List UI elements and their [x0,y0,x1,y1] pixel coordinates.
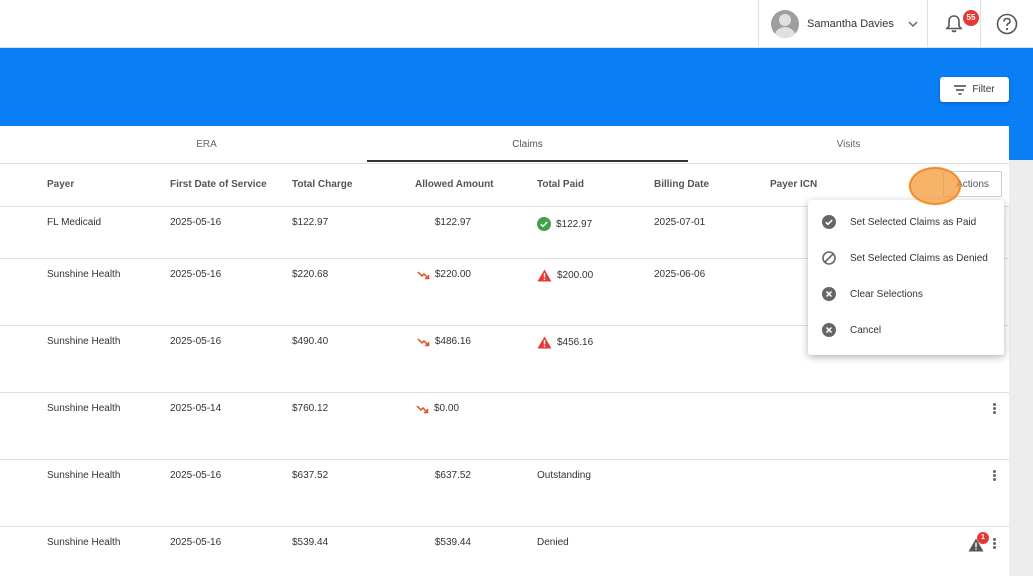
trending-down-icon [416,404,429,413]
notifications-button[interactable]: 55 [929,0,981,48]
tab-claims-label: Claims [512,139,543,150]
cell-payer: Sunshine Health [47,470,121,481]
active-tab-indicator [367,160,688,162]
cell-payer: FL Medicaid [47,217,102,228]
tab-claims[interactable]: Claims [367,126,688,163]
check-circle-icon [822,215,836,229]
cell-total-charge: $490.40 [292,336,329,347]
cell-first-date: 2025-05-16 [170,470,222,481]
cell-total-charge: $760.12 [292,403,329,414]
filter-icon [954,84,967,95]
table-row[interactable]: FL Medicaid 2025-05-16 $122.97 $122.97 $… [0,207,1009,259]
column-header-payer-icn[interactable]: Payer ICN [770,179,818,190]
row-more-button[interactable] [989,402,999,418]
menu-item-set-paid[interactable]: Set Selected Claims as Paid [808,204,1004,240]
cell-first-date: 2025-05-16 [170,336,222,347]
cell-payer: Sunshine Health [47,403,121,414]
warning-icon [537,269,552,282]
cancel-circle-icon [822,323,836,337]
trending-down-icon [417,270,430,279]
paid-amount: $200.00 [557,270,594,281]
menu-item-set-denied[interactable]: Set Selected Claims as Denied [808,240,1004,276]
column-header-payer[interactable]: Payer [47,179,75,190]
cell-total-charge: $539.44 [292,537,329,548]
cell-total-paid: $200.00 [537,269,593,282]
menu-item-cancel[interactable]: Cancel [808,312,1004,348]
user-name: Samantha Davies [807,18,894,30]
cell-allowed-amount: $220.00 [400,269,471,280]
cell-allowed-amount: $539.44 [434,537,471,548]
allowed-value: $0.00 [434,403,460,414]
cell-allowed-amount: $637.52 [434,470,471,481]
cell-total-paid: Outstanding [537,470,591,481]
chevron-down-icon [908,21,918,28]
tab-bar: ERA Claims Visits [0,126,1009,164]
cell-allowed-amount: $122.97 [434,217,471,228]
tab-era[interactable]: ERA [46,126,367,163]
allowed-value: $486.16 [434,336,471,347]
cell-total-paid: Denied [537,537,569,548]
table-row[interactable]: Sunshine Health 2025-05-16 $539.44 $539.… [0,527,1009,576]
column-header-first-date[interactable]: First Date of Service [170,179,267,190]
check-circle-icon [537,217,551,231]
bell-icon [945,15,963,33]
cell-total-charge: $637.52 [292,470,329,481]
notification-count-badge: 55 [963,10,979,26]
menu-item-label: Set Selected Claims as Paid [850,216,977,228]
scrollbar[interactable] [1009,160,1033,576]
menu-item-label: Set Selected Claims as Denied [850,252,988,264]
cell-payer: Sunshine Health [47,336,121,347]
trending-down-icon [417,337,430,346]
column-header-total-paid[interactable]: Total Paid [537,179,585,190]
allowed-value: $220.00 [434,269,471,280]
menu-item-clear-selections[interactable]: Clear Selections [808,276,1004,312]
cell-first-date: 2025-05-16 [170,217,222,228]
actions-button[interactable]: Actions [943,171,1002,197]
help-icon[interactable] [996,13,1018,35]
row-more-button[interactable] [989,537,999,553]
column-header-billing-date[interactable]: Billing Date [654,179,710,190]
paid-amount: $456.16 [557,337,594,348]
filter-label: Filter [972,84,995,95]
cell-first-date: 2025-05-16 [170,269,222,280]
cell-total-paid: $122.97 [537,217,592,231]
table-row[interactable]: Sunshine Health 2025-05-16 $637.52 $637.… [0,460,1009,527]
filter-button[interactable]: Filter [940,77,1009,102]
actions-label: Actions [956,178,989,190]
row-more-button[interactable] [989,469,999,485]
cell-total-paid: $456.16 [537,336,593,349]
avatar [771,10,799,38]
cell-allowed-amount: $486.16 [400,336,471,347]
tab-era-label: ERA [196,139,217,150]
cell-first-date: 2025-05-14 [170,403,222,414]
cancel-circle-icon [822,287,836,301]
cell-payer: Sunshine Health [47,269,121,280]
cell-total-charge: $220.68 [292,269,329,280]
cell-billing-date: 2025-06-06 [654,269,706,280]
actions-menu: Set Selected Claims as Paid Set Selected… [808,200,1004,355]
cell-payer: Sunshine Health [47,537,121,548]
tab-visits[interactable]: Visits [688,126,1009,163]
tab-visits-label: Visits [836,139,861,150]
cell-billing-date: 2025-07-01 [654,217,706,228]
table-row[interactable]: Sunshine Health 2025-05-14 $760.12 $0.00 [0,393,1009,460]
cell-total-charge: $122.97 [292,217,329,228]
alert-icon[interactable] [968,538,984,552]
column-header-total-charge[interactable]: Total Charge [292,179,353,190]
cell-first-date: 2025-05-16 [170,537,222,548]
warning-icon [537,336,552,349]
block-icon [822,251,836,265]
menu-item-label: Clear Selections [850,288,923,300]
user-menu[interactable]: Samantha Davies [758,0,928,48]
table-row[interactable]: Sunshine Health 2025-05-16 $490.40 $486.… [0,326,1009,393]
menu-item-label: Cancel [850,324,882,336]
cell-allowed-amount: $0.00 [416,403,459,414]
top-bar: Samantha Davies 55 [0,0,1033,48]
alert-count-badge: 1 [977,532,989,544]
paid-amount: $122.97 [556,218,593,230]
column-header-allowed-amount[interactable]: Allowed Amount [415,179,494,190]
table-row[interactable]: Sunshine Health 2025-05-16 $220.68 $220.… [0,259,1009,326]
